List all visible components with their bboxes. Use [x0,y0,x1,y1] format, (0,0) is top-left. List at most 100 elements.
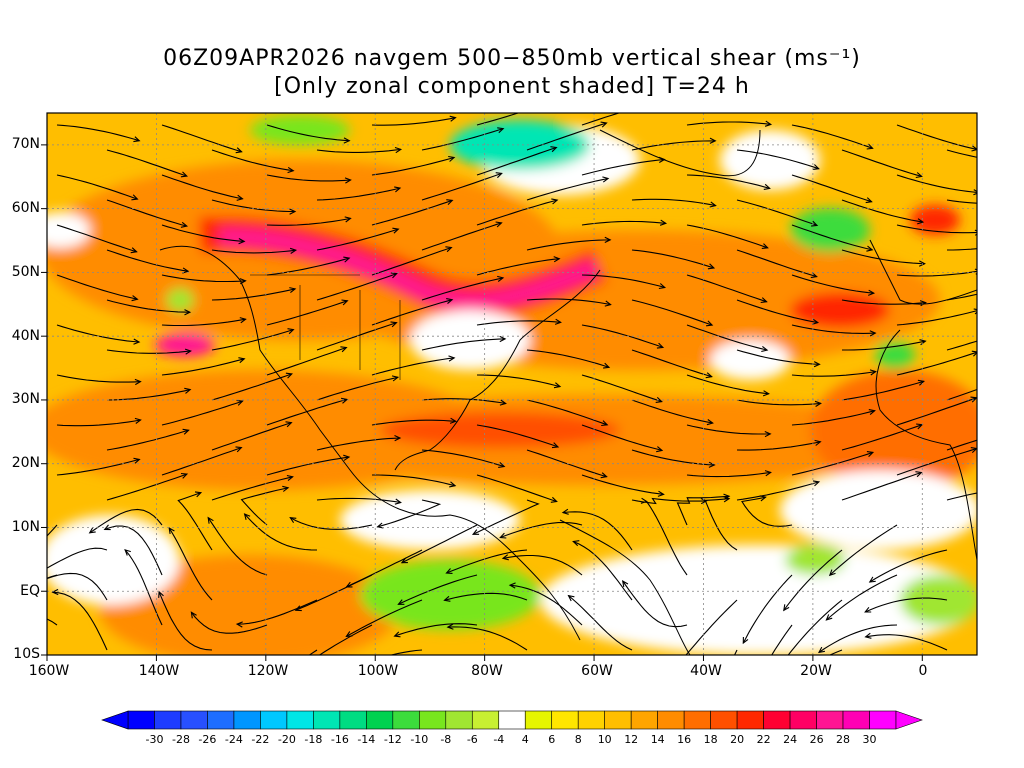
streamline-arrow [742,636,749,645]
colorbar-tick-label: -22 [251,733,270,746]
streamline-arrow [131,194,139,201]
streamline [211,373,292,401]
streamline [869,549,948,583]
streamline-arrow [700,497,708,505]
streamline-arrow [294,605,302,612]
colorbar-tick-label: 18 [703,733,718,746]
streamline [686,324,768,351]
streamline-arrow [300,663,306,668]
streamline-arrow [287,328,295,335]
streamline-arrow [498,461,506,468]
streamline [421,338,506,351]
streamline-arrow [553,382,562,389]
streamline [842,340,926,351]
streamline-arrow [915,172,923,179]
streamline [736,441,821,451]
streamline [316,497,401,504]
streamline [896,174,977,193]
streamline-arrow [811,318,820,325]
streamline [791,224,873,251]
streamline-arrow [287,166,295,174]
calm-west-africa [780,470,977,550]
streamline [295,574,373,611]
streamline-arrow [134,417,142,424]
colorbar-tick-label: -26 [198,733,217,746]
streamline [736,349,820,365]
streamline-arrow [869,369,877,376]
streamline-arrow [656,99,662,104]
streamline [631,198,716,207]
lon-tick-label: 140W [138,663,180,679]
streamline [500,521,583,539]
streamline [631,399,713,424]
streamline-arrow [495,221,503,228]
streamline-arrow [600,472,608,479]
streamline [266,217,351,226]
streamline-arrow [868,409,876,416]
streamline-arrow [342,669,348,674]
streamline-arrow [499,335,507,343]
streamline [476,258,560,276]
streamline-arrow [194,491,203,498]
streamline-arrow [392,227,400,234]
calm-gulf-alaska [47,212,90,248]
streamline-arrow [238,357,246,364]
streamline-arrow [282,485,290,492]
streamline-arrow [705,372,713,379]
colorbar-tick-label: 8 [574,733,582,746]
streamline [686,174,770,189]
streamline-arrow [763,183,771,190]
streamline [371,419,456,426]
streamline-arrow [811,220,819,227]
streamline [631,349,712,378]
streamline [476,320,561,326]
streamline-arrow [764,430,772,438]
streamline [646,501,688,576]
streamline-arrow [343,256,351,263]
colorbar-tick-label: -14 [357,733,376,746]
lon-tick-label: 40W [690,663,722,679]
streamline-arrow [497,275,505,282]
streamline [106,473,188,501]
colorbar-tick-label: -18 [304,733,323,746]
streamline-arrow [168,526,175,534]
colorbar-tick-label: 22 [756,733,771,746]
streamline [106,389,191,401]
lon-tick-label: 160W [28,663,70,679]
streamline [509,584,583,626]
streamline [316,187,401,201]
streamline-arrow [51,588,59,596]
streamline-arrow [813,361,821,368]
streamline-arrow [445,246,453,253]
streamline-arrow [103,524,111,531]
streamline [686,274,767,303]
streamline [266,257,350,276]
streamline-arrow [235,147,243,154]
shear-africa-band [810,370,977,490]
colorbar-tick-label: 10 [597,733,612,746]
streamline-arrow [449,481,457,488]
pacific-easterly-patch [166,288,194,312]
streamline-arrow [550,146,558,153]
streamline [47,572,108,601]
streamline-arrow [866,245,874,252]
coast-americas-west [159,245,581,641]
streamline-arrow [551,99,557,104]
streamline-arrow [814,400,822,407]
streamline-arrow [828,569,836,577]
streamline-arrow [394,186,402,193]
streamline [685,599,738,655]
streamline [211,422,292,451]
streamline-arrow [825,614,833,621]
streamline-arrow [289,517,297,524]
streamline-arrow [235,446,243,453]
colorbar-tick-label: -4 [493,733,505,746]
streamline [791,324,876,334]
streamline-arrow [499,532,507,539]
streamline [56,374,141,383]
streamline [841,149,922,177]
streamline-arrow [449,115,457,122]
shading-layer [47,113,977,655]
streamline [631,140,716,151]
